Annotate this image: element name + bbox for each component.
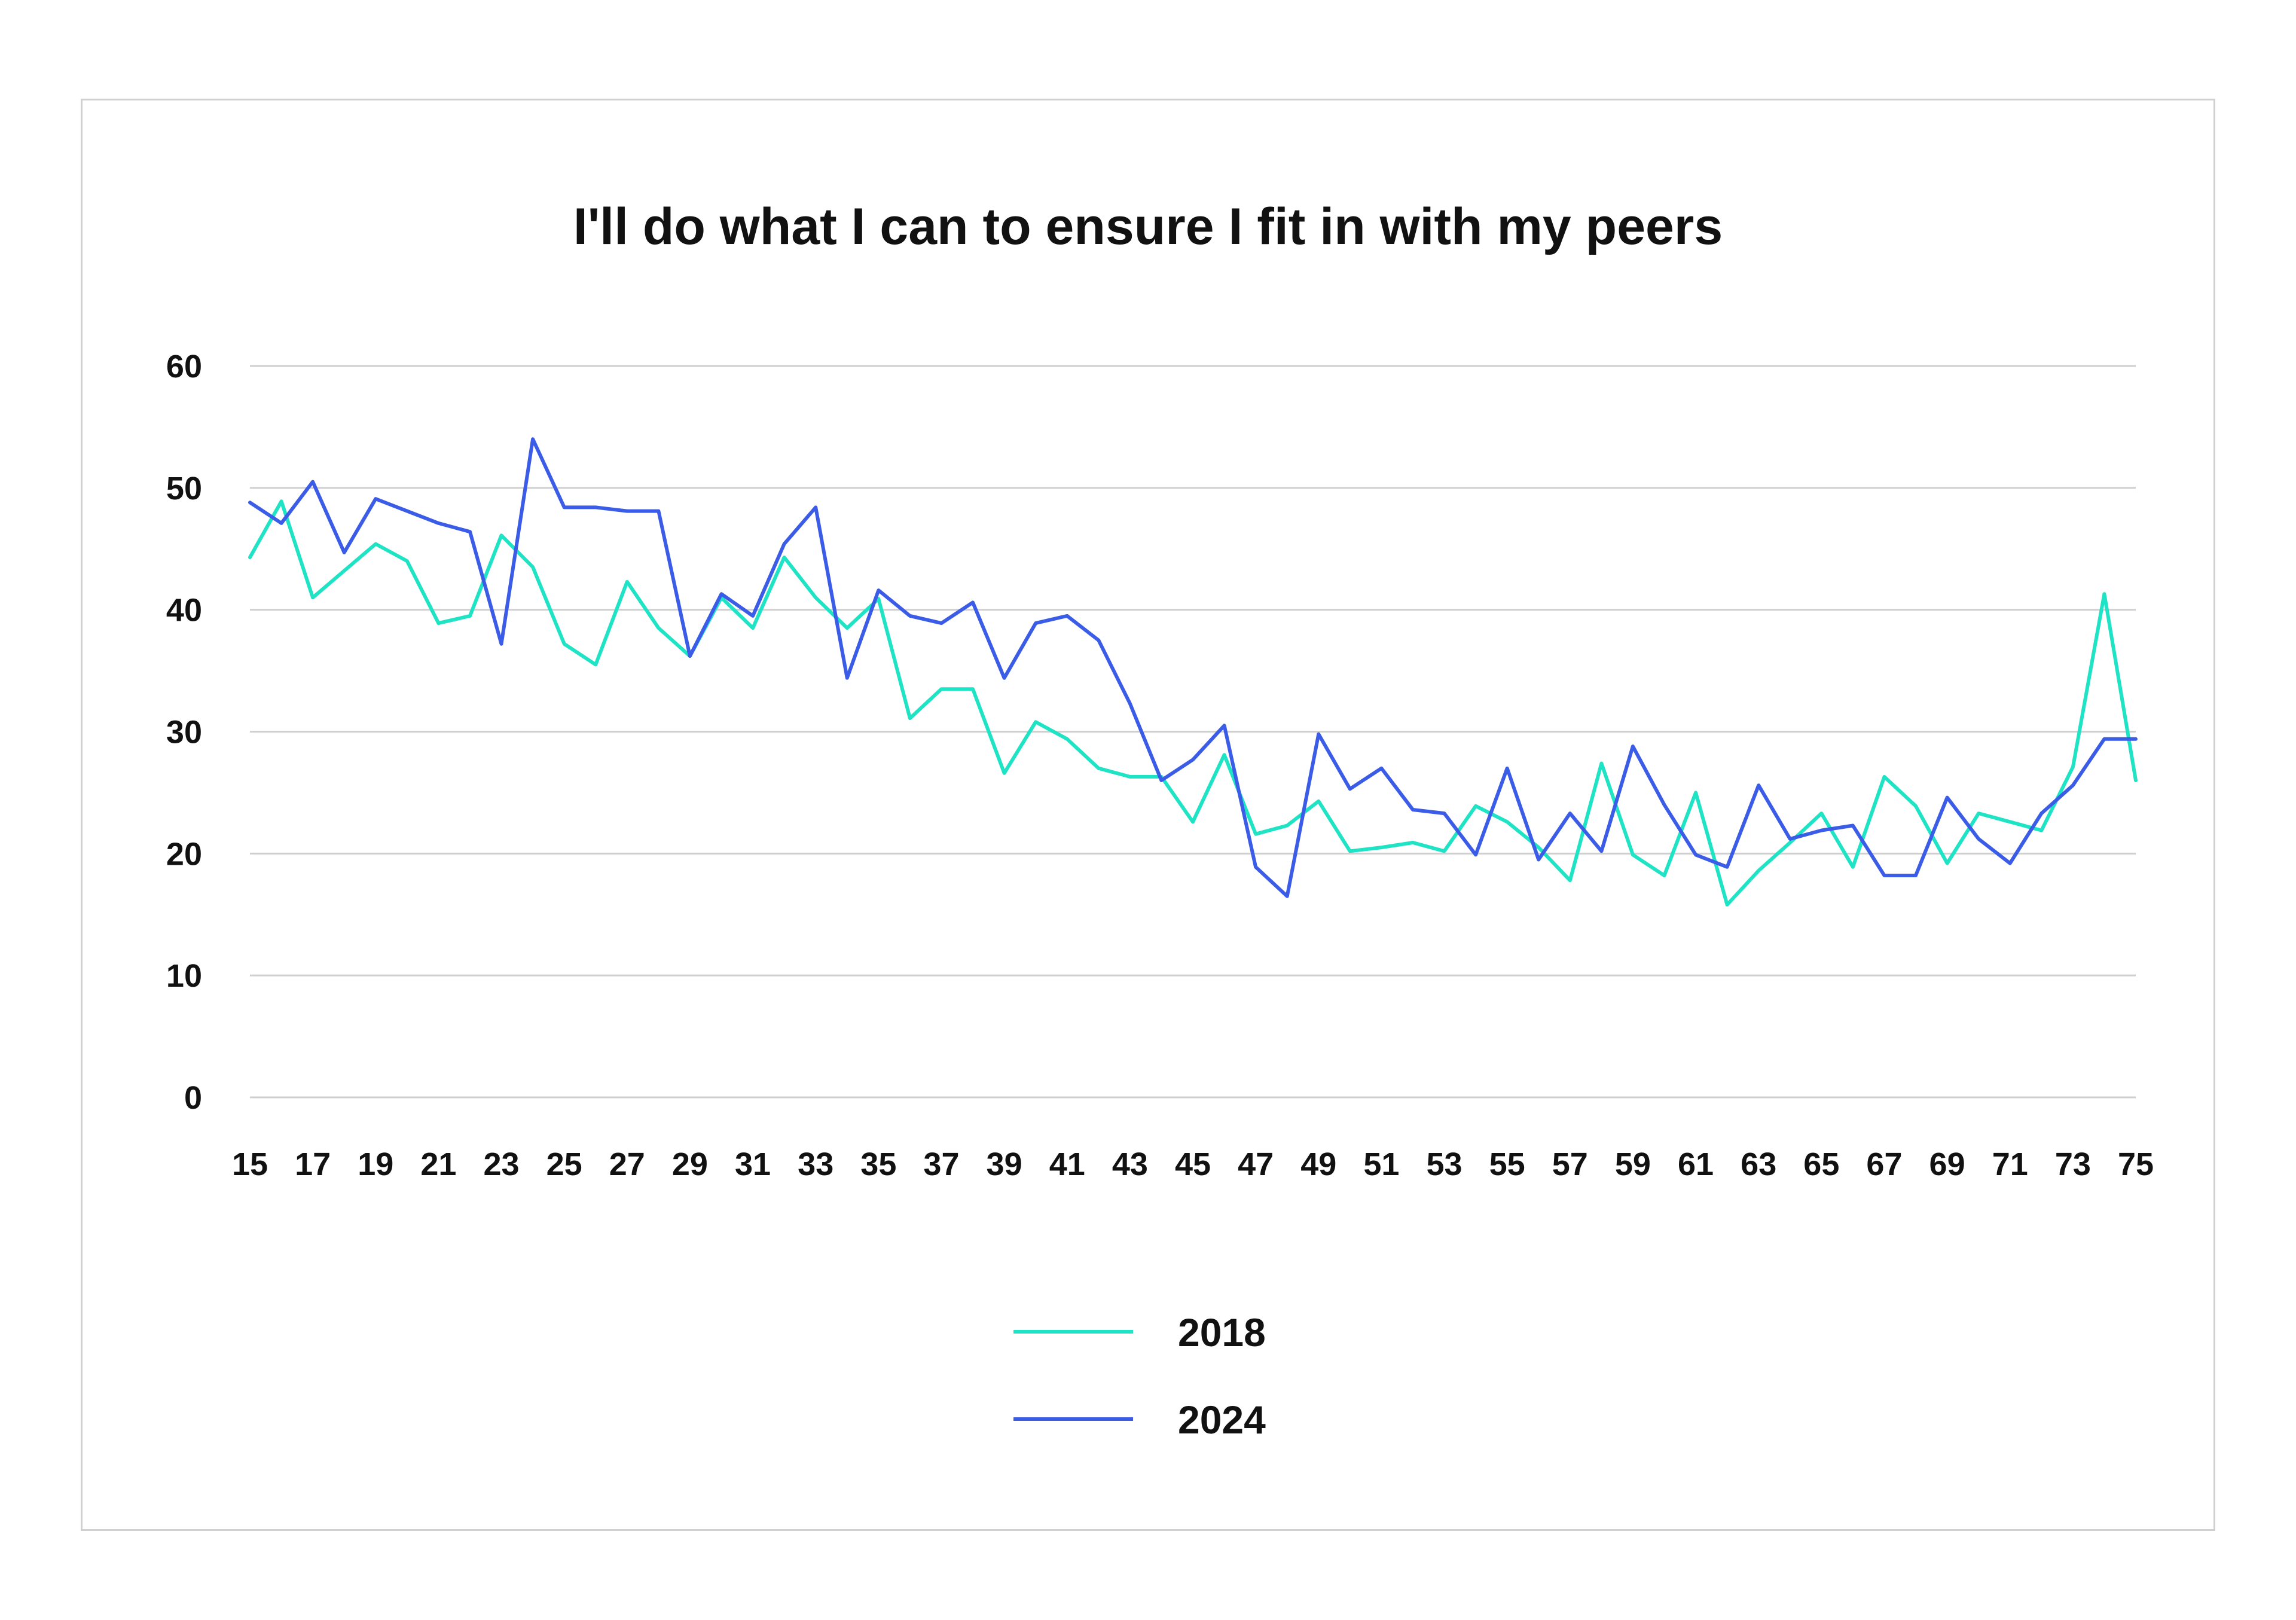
x-tick-label: 27 bbox=[609, 1146, 645, 1182]
x-tick-label: 39 bbox=[987, 1146, 1022, 1182]
x-tick-label: 45 bbox=[1175, 1146, 1211, 1182]
x-tick-label: 69 bbox=[1929, 1146, 1965, 1182]
gridlines bbox=[250, 365, 2136, 1099]
x-tick-label: 59 bbox=[1615, 1146, 1651, 1182]
x-tick-label: 19 bbox=[358, 1146, 393, 1182]
x-tick-label: 31 bbox=[735, 1146, 771, 1182]
x-tick-label: 63 bbox=[1741, 1146, 1776, 1182]
x-tick-label: 53 bbox=[1426, 1146, 1462, 1182]
x-tick-label: 49 bbox=[1300, 1146, 1336, 1182]
series-line-2024 bbox=[248, 437, 2138, 898]
chart-title: I'll do what I can to ensure I fit in wi… bbox=[573, 198, 1723, 255]
y-axis-ticks: 0 10 20 30 40 50 60 bbox=[166, 349, 202, 1116]
x-tick-label: 57 bbox=[1552, 1146, 1588, 1182]
x-tick-label: 73 bbox=[2055, 1146, 2091, 1182]
x-tick-label: 23 bbox=[483, 1146, 519, 1182]
y-tick-label: 10 bbox=[166, 958, 202, 994]
legend-label-2024: 2024 bbox=[1178, 1398, 1266, 1442]
y-tick-label: 60 bbox=[166, 349, 202, 385]
x-tick-label: 35 bbox=[860, 1146, 896, 1182]
x-tick-label: 41 bbox=[1049, 1146, 1085, 1182]
x-tick-label: 75 bbox=[2118, 1146, 2154, 1182]
chart-frame bbox=[81, 99, 2215, 1531]
y-tick-label: 50 bbox=[166, 471, 202, 507]
x-tick-label: 25 bbox=[546, 1146, 582, 1182]
x-tick-label: 33 bbox=[798, 1146, 833, 1182]
y-tick-label: 0 bbox=[184, 1080, 202, 1116]
y-tick-label: 30 bbox=[166, 715, 202, 750]
legend: 2018 2024 bbox=[1013, 1310, 1266, 1442]
y-tick-label: 20 bbox=[166, 836, 202, 872]
series-lines bbox=[248, 437, 2138, 907]
x-tick-label: 17 bbox=[295, 1146, 331, 1182]
x-tick-label: 21 bbox=[420, 1146, 456, 1182]
y-tick-label: 40 bbox=[166, 593, 202, 629]
x-tick-label: 67 bbox=[1866, 1146, 1902, 1182]
x-tick-label: 61 bbox=[1678, 1146, 1714, 1182]
x-axis-ticks: 15 17 19 21 23 25 27 29 31 33 35 37 39 41 43 45 47 49 51 53… bbox=[232, 1146, 2154, 1182]
series-line-2018 bbox=[248, 499, 2138, 907]
x-tick-label: 29 bbox=[672, 1146, 708, 1182]
x-tick-label: 47 bbox=[1238, 1146, 1274, 1182]
x-tick-label: 55 bbox=[1489, 1146, 1525, 1182]
x-tick-label: 43 bbox=[1112, 1146, 1148, 1182]
x-tick-label: 37 bbox=[923, 1146, 959, 1182]
legend-label-2018: 2018 bbox=[1178, 1310, 1266, 1354]
x-tick-label: 65 bbox=[1803, 1146, 1839, 1182]
x-tick-label: 15 bbox=[232, 1146, 268, 1182]
x-tick-label: 71 bbox=[1992, 1146, 2028, 1182]
x-tick-label: 51 bbox=[1363, 1146, 1399, 1182]
